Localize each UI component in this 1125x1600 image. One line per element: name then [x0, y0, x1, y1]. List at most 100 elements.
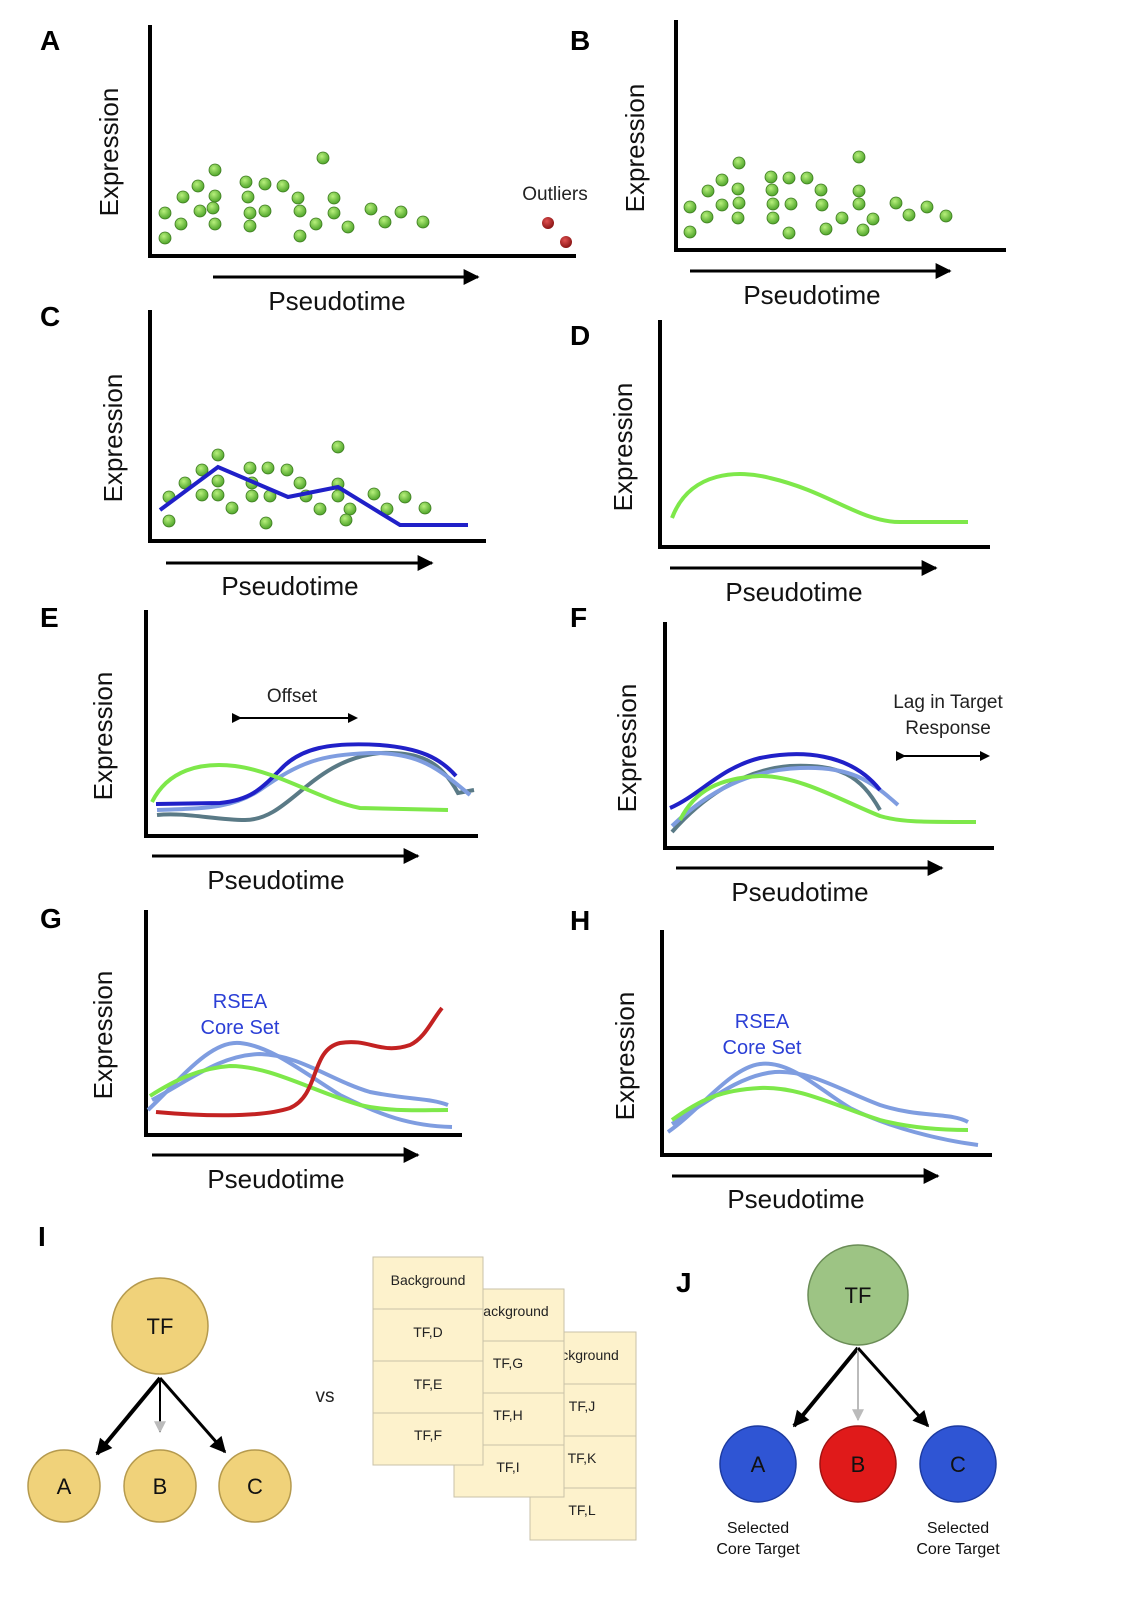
x-axis-label: Pseudotime [731, 877, 868, 907]
panel-f: F Pseudotime Expression Lag in Target Re… [570, 602, 1003, 907]
rsea-label-line2: Core Set [723, 1037, 802, 1059]
data-point [206, 201, 220, 215]
data-point [715, 173, 729, 187]
data-point [195, 488, 209, 502]
x-axis-label: Pseudotime [743, 280, 880, 310]
card-3-row: TF,K [568, 1450, 597, 1466]
data-point [416, 215, 430, 229]
node-b-label: B [153, 1474, 168, 1499]
data-point [331, 489, 345, 503]
edge-tf-c [158, 1377, 227, 1454]
panel-letter-h: H [570, 905, 590, 936]
data-point [158, 206, 172, 220]
node-b-label: B [851, 1452, 866, 1477]
card-3-row: TF,L [568, 1502, 595, 1518]
outlier-point [542, 217, 554, 229]
data-point [291, 191, 305, 205]
data-point [211, 488, 225, 502]
panel-h: H Pseudotime Expression RSEA Core Set [570, 905, 992, 1214]
data-point [174, 217, 188, 231]
data-point [243, 206, 257, 220]
rsea-label-line1: RSEA [735, 1011, 790, 1033]
data-point [766, 197, 780, 211]
panel-a: A Pseudotime Expression Outliers [40, 25, 588, 316]
node-tf [111, 1277, 209, 1375]
smoothed-curve [670, 472, 968, 524]
outliers-label: Outliers [522, 184, 587, 205]
panel-e: E Pseudotime Expression Offset [40, 602, 478, 895]
y-axis-label: Expression [94, 88, 124, 217]
node-c [218, 1449, 292, 1523]
curve-green [670, 1085, 969, 1132]
card-3-header: ckground [561, 1347, 619, 1363]
data-point [852, 184, 866, 198]
data-point [852, 150, 866, 164]
edge-tf-a [792, 1346, 860, 1428]
y-axis-label: Expression [620, 84, 650, 213]
selected-note-left-1: Selected [727, 1520, 789, 1537]
data-point [331, 440, 345, 454]
data-point [766, 211, 780, 225]
data-point [313, 502, 327, 516]
outlier-point [560, 236, 572, 248]
data-point [765, 183, 779, 197]
data-point [814, 183, 828, 197]
data-point [398, 490, 412, 504]
data-point [211, 474, 225, 488]
data-point [700, 210, 714, 224]
node-a-label: A [751, 1452, 766, 1477]
data-point [293, 476, 307, 490]
card-1-row: TF,E [414, 1376, 443, 1392]
data-point [191, 179, 205, 193]
node-tf-label: TF [147, 1314, 174, 1339]
y-axis-label: Expression [608, 383, 638, 512]
data-point [243, 219, 257, 233]
piecewise-fit-line [158, 464, 468, 527]
data-point [280, 463, 294, 477]
data-point [162, 514, 176, 528]
x-axis-label: Pseudotime [268, 286, 405, 316]
vs-label: vs [316, 1386, 335, 1407]
data-point [245, 489, 259, 503]
data-point [819, 222, 833, 236]
data-point [243, 461, 257, 475]
data-points [162, 440, 432, 530]
node-b [819, 1425, 897, 1503]
card-2-row: TF,H [493, 1407, 523, 1423]
curve-green [148, 1063, 449, 1113]
node-a-label: A [57, 1474, 72, 1499]
curve-green [150, 763, 449, 812]
data-point [418, 501, 432, 515]
rsea-label-line1: RSEA [213, 991, 268, 1013]
data-point [939, 209, 953, 223]
panel-letter-b: B [570, 25, 590, 56]
data-point [856, 223, 870, 237]
panel-j: J TF A B C Selected Core Target Selected… [676, 1244, 1000, 1558]
data-point [193, 204, 207, 218]
data-point [341, 220, 355, 234]
background-card-1: Background TF,D TF,E TF,F [372, 1256, 484, 1466]
node-c [919, 1425, 997, 1503]
data-point [208, 217, 222, 231]
curve-light-blue [156, 750, 472, 812]
panel-i: I TF A B C vs ckground TF,J TF,K TF,L [27, 1221, 637, 1541]
data-point [378, 215, 392, 229]
curve-dark-blue [669, 752, 882, 810]
data-point [902, 208, 916, 222]
panel-letter-j: J [676, 1267, 692, 1298]
data-point [920, 200, 934, 214]
curve-dark-blue [155, 742, 458, 806]
card-2-row: TF,I [496, 1459, 519, 1475]
card-2-row: TF,G [493, 1355, 523, 1371]
data-point [276, 179, 290, 193]
x-axis-label: Pseudotime [207, 1164, 344, 1194]
panel-letter-d: D [570, 320, 590, 351]
data-point [764, 170, 778, 184]
data-point [683, 225, 697, 239]
x-axis-label: Pseudotime [207, 865, 344, 895]
card-1-row: TF,F [414, 1427, 442, 1443]
data-point [241, 190, 255, 204]
data-point [732, 156, 746, 170]
data-point [800, 171, 814, 185]
y-axis-label: Expression [88, 672, 118, 801]
